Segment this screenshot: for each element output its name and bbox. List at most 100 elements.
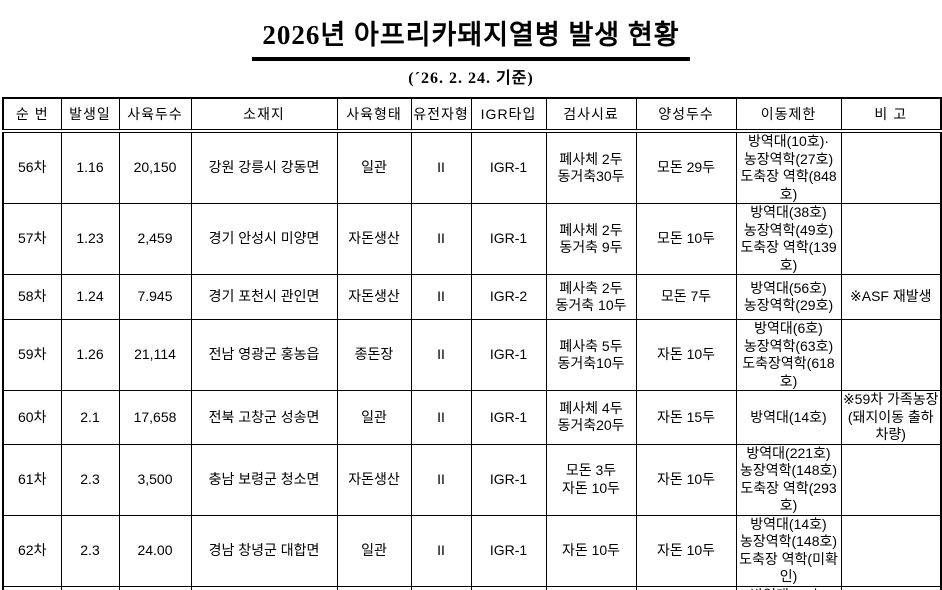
- cell-no: 56차: [2, 130, 62, 204]
- cell-restriction: 방역대(221호) 농장역학(148호) 도축장 역학(293호): [735, 443, 842, 516]
- cell-sample: 자돈 10두: [545, 514, 637, 587]
- cell-sample: 폐사축 5두 동거축10두: [545, 319, 637, 391]
- column-header: 사육두수: [118, 97, 192, 132]
- cell-genotype: II: [410, 274, 472, 320]
- cell-farm-type: 일관: [336, 514, 412, 587]
- page-subtitle: (´26. 2. 24. 기준): [408, 70, 534, 87]
- cell-igr-type: IGR-1: [470, 203, 547, 275]
- cell-farm-type: 일관: [336, 390, 412, 445]
- cell-farm-type: 자돈생산: [336, 443, 412, 516]
- cell-remark: [840, 443, 942, 516]
- cell-head-count: 20,150: [118, 130, 192, 204]
- cell-restriction: 방역대(56호) 농장역학(75호) 도축장역학(688호): [735, 585, 842, 590]
- cell-head-count: 7.945: [118, 274, 192, 320]
- column-header: 사육형태: [336, 97, 412, 132]
- cell-positive: 모돈 7두: [635, 274, 737, 320]
- cell-restriction: 방역대(14호) 농장역학(148호) 도축장 역학(미확인): [735, 514, 842, 587]
- cell-location: 경기 안성시 미양면: [190, 203, 338, 275]
- table-row: 59차 1.26 21,114 전남 영광군 홍농읍 종돈장 II IGR-1 폐사축 5두 …: [2, 319, 942, 391]
- cell-genotype: II: [410, 130, 472, 204]
- cell-remark: ※59차 가족농장 (돼지이동 출하차량): [840, 390, 942, 445]
- cell-genotype: II: [410, 443, 472, 516]
- cell-farm-type: 일관: [336, 130, 412, 204]
- cell-date: 1.24: [60, 274, 120, 320]
- cell-farm-type: 자돈생산: [336, 274, 412, 320]
- cell-location: 경남 창녕군 대합면: [190, 514, 338, 587]
- cell-positive: 자돈 10두: [635, 514, 737, 587]
- cell-igr-type: IGR-1: [470, 514, 547, 587]
- cell-no: 57차: [2, 203, 62, 275]
- column-header: 양성두수: [635, 97, 737, 132]
- cell-head-count: 2,459: [118, 203, 192, 275]
- outbreak-table: 순 번 발생일 사육두수 소재지 사육형태 유전자형 IGR타입 검사시료 양성두수 이동제한 비 …: [2, 97, 942, 590]
- cell-restriction: 방역대(6호) 농장역학(63호) 도축장역학(618호): [735, 319, 842, 391]
- title-block: 2026년 아프리카돼지열병 발생 현황 (´26. 2. 24. 기준): [0, 0, 942, 88]
- column-header: 비 고: [840, 97, 942, 132]
- cell-remark: [840, 514, 942, 587]
- cell-date: 1.16: [60, 130, 120, 204]
- table-row: 62차 2.3 24.00 경남 창녕군 대합면 일관 II IGR-1 자돈 10두 자돈 1…: [2, 514, 942, 587]
- cell-no: 63차: [2, 585, 62, 590]
- cell-sample: 폐사축 2두 동거축 10두: [545, 274, 637, 320]
- table-row: 60차 2.1 17,658 전북 고창군 성송면 일관 II IGR-1 폐사체 4두 동거…: [2, 390, 942, 445]
- table-row: 57차 1.23 2,459 경기 안성시 미양면 자돈생산 II IGR-1 폐사체 2두 …: [2, 203, 942, 275]
- cell-location: 충남 보령군 청소면: [190, 443, 338, 516]
- cell-restriction: 방역대(38호) 농장역학(49호) 도축장 역학(139호): [735, 203, 842, 275]
- cell-restriction: 방역대(56호) 농장역학(29호): [735, 274, 842, 320]
- cell-positive: 자돈 10두: [635, 319, 737, 391]
- cell-date: 2.6: [60, 585, 120, 590]
- cell-positive: 모돈 1두: [635, 585, 737, 590]
- cell-remark: [840, 130, 942, 204]
- cell-sample: 모돈 3두 자돈 10두: [545, 443, 637, 516]
- outbreak-table-body: 56차 1.16 20,150 강원 강릉시 강동면 일관 II IGR-1 폐사체 2두 동…: [2, 130, 942, 590]
- cell-head-count: 3,500: [118, 443, 192, 516]
- cell-farm-type: 자돈생산: [336, 203, 412, 275]
- cell-no: 61차: [2, 443, 62, 516]
- cell-head-count: 8.800: [118, 585, 192, 590]
- cell-remark: [840, 319, 942, 391]
- cell-location: 전남 영광군 홍농읍: [190, 319, 338, 391]
- cell-genotype: II: [410, 319, 472, 391]
- column-header: IGR타입: [470, 97, 547, 132]
- table-header-row: 순 번 발생일 사육두수 소재지 사육형태 유전자형 IGR타입 검사시료 양성두수 이동제한 비 …: [2, 97, 942, 132]
- cell-date: 2.3: [60, 514, 120, 587]
- cell-date: 2.1: [60, 390, 120, 445]
- cell-farm-type: 종돈장: [336, 585, 412, 590]
- cell-igr-type: IGR-1: [470, 390, 547, 445]
- cell-head-count: 21,114: [118, 319, 192, 391]
- cell-genotype: II: [410, 514, 472, 587]
- cell-sample: 폐사체 2두 동거축30두: [545, 130, 637, 204]
- column-header: 순 번: [2, 97, 62, 132]
- cell-no: 62차: [2, 514, 62, 587]
- cell-no: 58차: [2, 274, 62, 320]
- cell-location: 경기 포천시 관인면: [190, 274, 338, 320]
- page-title: 2026년 아프리카돼지열병 발생 현황: [252, 13, 690, 61]
- cell-positive: 모돈 29두: [635, 130, 737, 204]
- column-header: 소재지: [190, 97, 338, 132]
- cell-remark: ※ASF 재발생: [840, 274, 942, 320]
- cell-date: 1.23: [60, 203, 120, 275]
- cell-remark: [840, 585, 942, 590]
- cell-no: 60차: [2, 390, 62, 445]
- cell-genotype: II: [410, 203, 472, 275]
- table-row: 63차2.68.800경기 포천시 관인면종돈장IIIGR-2모돈21두 비육 …: [2, 585, 942, 590]
- cell-restriction: 방역대(10호)· 농장역학(27호) 도축장 역학(848호): [735, 130, 842, 204]
- cell-sample: 폐사체 2두 동거축 9두: [545, 203, 637, 275]
- column-header: 유전자형: [410, 97, 472, 132]
- cell-remark: [840, 203, 942, 275]
- cell-date: 2.3: [60, 443, 120, 516]
- cell-no: 59차: [2, 319, 62, 391]
- cell-igr-type: IGR-1: [470, 319, 547, 391]
- cell-genotype: II: [410, 390, 472, 445]
- cell-restriction: 방역대(14호): [735, 390, 842, 445]
- cell-location: 전북 고창군 성송면: [190, 390, 338, 445]
- cell-head-count: 17,658: [118, 390, 192, 445]
- column-header: 검사시료: [545, 97, 637, 132]
- table-row: 58차 1.24 7.945 경기 포천시 관인면 자돈생산 II IGR-2 폐사축 2두 …: [2, 274, 942, 320]
- cell-positive: 자돈 10두: [635, 443, 737, 516]
- cell-igr-type: IGR-1: [470, 443, 547, 516]
- cell-date: 1.26: [60, 319, 120, 391]
- cell-sample: 폐사체 4두 동거축20두: [545, 390, 637, 445]
- cell-location: 강원 강릉시 강동면: [190, 130, 338, 204]
